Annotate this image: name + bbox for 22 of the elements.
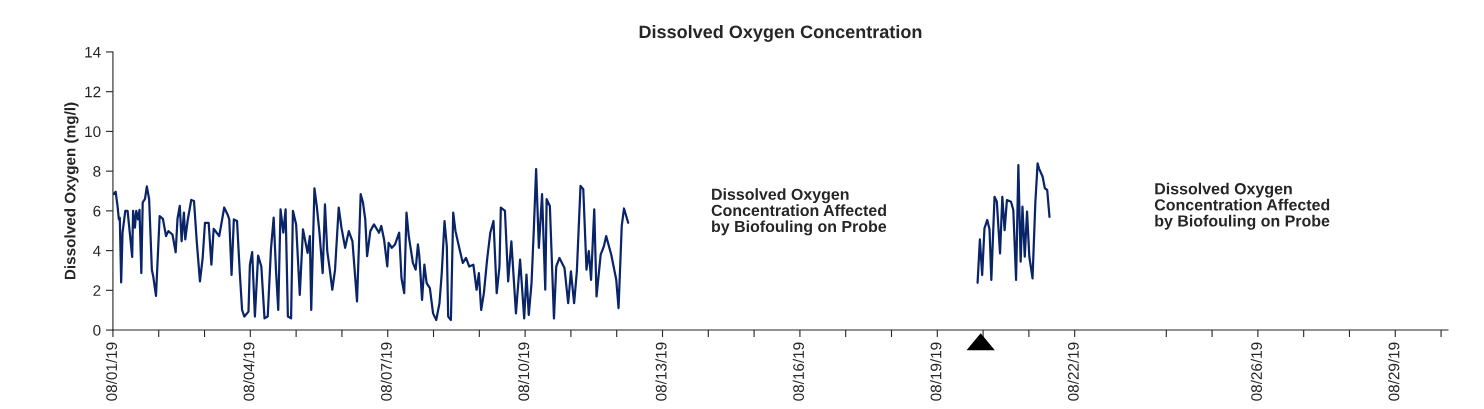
chart-title: Dissolved Oxygen Concentration [639,24,922,42]
y-axis-title: Dissolved Oxygen (mg/l) [64,102,79,280]
y-tick-label: 4 [92,245,101,257]
y-tick-label: 10 [85,126,101,138]
y-tick-label: 12 [85,86,101,98]
x-tick-label: 08/26/19 [1250,342,1262,401]
x-tick-label: 08/04/19 [243,342,255,401]
annotation: Dissolved Oxygen Concentration Affected by Biofouling on Probe [1154,182,1330,230]
x-tick-label: 08/10/19 [517,342,530,401]
y-tick-label: 2 [93,285,101,296]
y-tick-label: 14 [85,46,101,58]
x-tick-label: 08/29/19 [1388,342,1400,401]
annotation: Dissolved Oxygen Concentration Affected by Biofouling on Probe [711,188,887,236]
y-tick-label: 6 [93,205,101,217]
x-tick-label: 08/22/19 [1067,342,1079,401]
y-tick-label: 8 [93,166,101,177]
x-tick-label: 08/16/19 [792,342,804,401]
x-tick-label: 08/01/19 [105,342,118,401]
y-tick-label: 0 [93,324,101,336]
x-tick-label: 08/13/19 [655,342,667,401]
x-tick-label: 08/07/19 [380,342,392,401]
x-tick-label: 08/19/19 [930,342,942,401]
